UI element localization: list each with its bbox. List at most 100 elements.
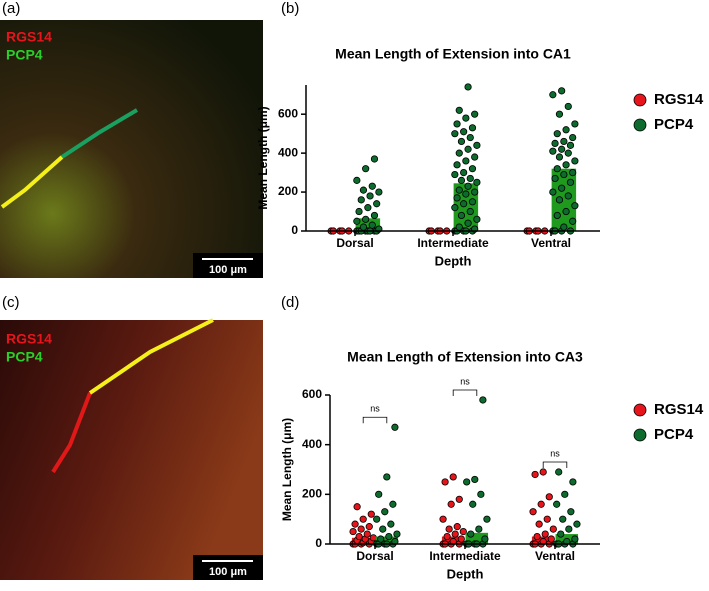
data-point <box>439 515 447 523</box>
data-point <box>468 165 477 173</box>
data-point <box>541 530 549 538</box>
x-tick-label: Ventral <box>531 236 571 250</box>
channel-label: RGS14 <box>6 29 52 45</box>
significance-bracket <box>362 416 388 424</box>
data-point <box>364 204 372 212</box>
x-tick-label: Intermediate <box>417 236 489 250</box>
data-point <box>471 110 479 118</box>
data-point <box>571 120 579 128</box>
data-point <box>559 515 567 523</box>
data-point <box>451 170 459 179</box>
data-point <box>385 532 393 541</box>
data-point <box>466 174 474 183</box>
channel-label: PCP4 <box>6 47 43 63</box>
scale-bar-box <box>193 253 263 278</box>
data-point <box>393 530 401 538</box>
data-point <box>467 530 475 538</box>
data-point <box>391 423 399 431</box>
y-tick-label: 200 <box>302 487 322 501</box>
data-point <box>551 139 559 147</box>
data-point <box>367 510 375 518</box>
data-point <box>357 196 365 204</box>
data-point <box>451 130 459 138</box>
ca1-line <box>60 108 139 159</box>
data-point <box>558 184 566 192</box>
scale-bar-label: 100 μm <box>209 566 247 578</box>
data-point <box>455 186 463 194</box>
x-tick-label: Dorsal <box>336 236 373 250</box>
ca2-line <box>0 155 64 209</box>
x-axis-label: Depth <box>435 253 472 268</box>
data-point <box>569 478 577 486</box>
data-point <box>464 182 472 190</box>
data-point <box>553 211 561 220</box>
data-point <box>564 102 572 111</box>
data-point <box>387 520 395 528</box>
x-tick-label: Ventral <box>535 549 575 563</box>
data-point <box>549 525 557 533</box>
channel-label: PCP4 <box>6 349 43 365</box>
data-point <box>571 157 579 165</box>
y-tick-label: 0 <box>291 223 298 237</box>
data-point <box>479 396 487 404</box>
data-point <box>566 178 575 186</box>
data-point <box>549 188 557 196</box>
data-point <box>457 535 465 543</box>
legend-marker <box>633 403 647 417</box>
data-point <box>473 215 481 223</box>
data-point <box>453 523 461 531</box>
data-point <box>455 149 463 157</box>
data-point <box>468 124 477 132</box>
data-point <box>555 468 563 476</box>
data-point <box>561 490 569 498</box>
data-point <box>477 490 485 498</box>
data-point <box>453 120 461 128</box>
data-point <box>370 211 379 220</box>
x-axis-label: Depth <box>447 566 484 581</box>
data-point <box>363 530 371 538</box>
data-point <box>537 500 545 508</box>
data-point <box>564 192 572 200</box>
data-point <box>359 515 367 523</box>
data-point <box>459 527 467 536</box>
data-point <box>383 473 391 481</box>
data-point <box>462 114 470 122</box>
data-point <box>362 215 370 223</box>
data-point <box>558 145 566 153</box>
data-point <box>569 133 577 142</box>
data-point <box>377 535 385 543</box>
y-tick-label: 400 <box>302 437 322 451</box>
data-point <box>565 525 573 533</box>
data-point <box>445 525 453 533</box>
x-tick-label: Dorsal <box>356 549 393 563</box>
y-axis-label: Mean Length (μm) <box>280 418 294 521</box>
scale-bar-label: 100 μm <box>209 264 247 276</box>
y-tick-label: 0 <box>315 536 322 550</box>
legend-label: PCP4 <box>654 426 694 443</box>
data-point <box>473 178 481 186</box>
legend-label: RGS14 <box>654 91 704 108</box>
data-point <box>464 219 472 227</box>
data-point <box>555 110 564 118</box>
panel-label: (b) <box>281 0 299 17</box>
data-point <box>543 515 551 523</box>
data-point <box>457 211 466 220</box>
bar <box>375 536 399 544</box>
data-point <box>457 176 466 184</box>
channel-label: RGS14 <box>6 331 52 347</box>
data-point <box>373 515 381 523</box>
data-point <box>469 500 477 508</box>
data-point <box>379 525 387 533</box>
data-point <box>357 525 365 533</box>
data-point <box>553 165 561 173</box>
panel-label: (a) <box>2 0 20 17</box>
data-point <box>381 508 389 516</box>
data-point <box>466 133 474 142</box>
data-point <box>551 174 559 183</box>
data-point <box>365 523 373 531</box>
data-point <box>567 508 575 516</box>
significance-bracket <box>452 389 478 396</box>
data-point <box>573 520 581 528</box>
data-point <box>451 204 459 212</box>
